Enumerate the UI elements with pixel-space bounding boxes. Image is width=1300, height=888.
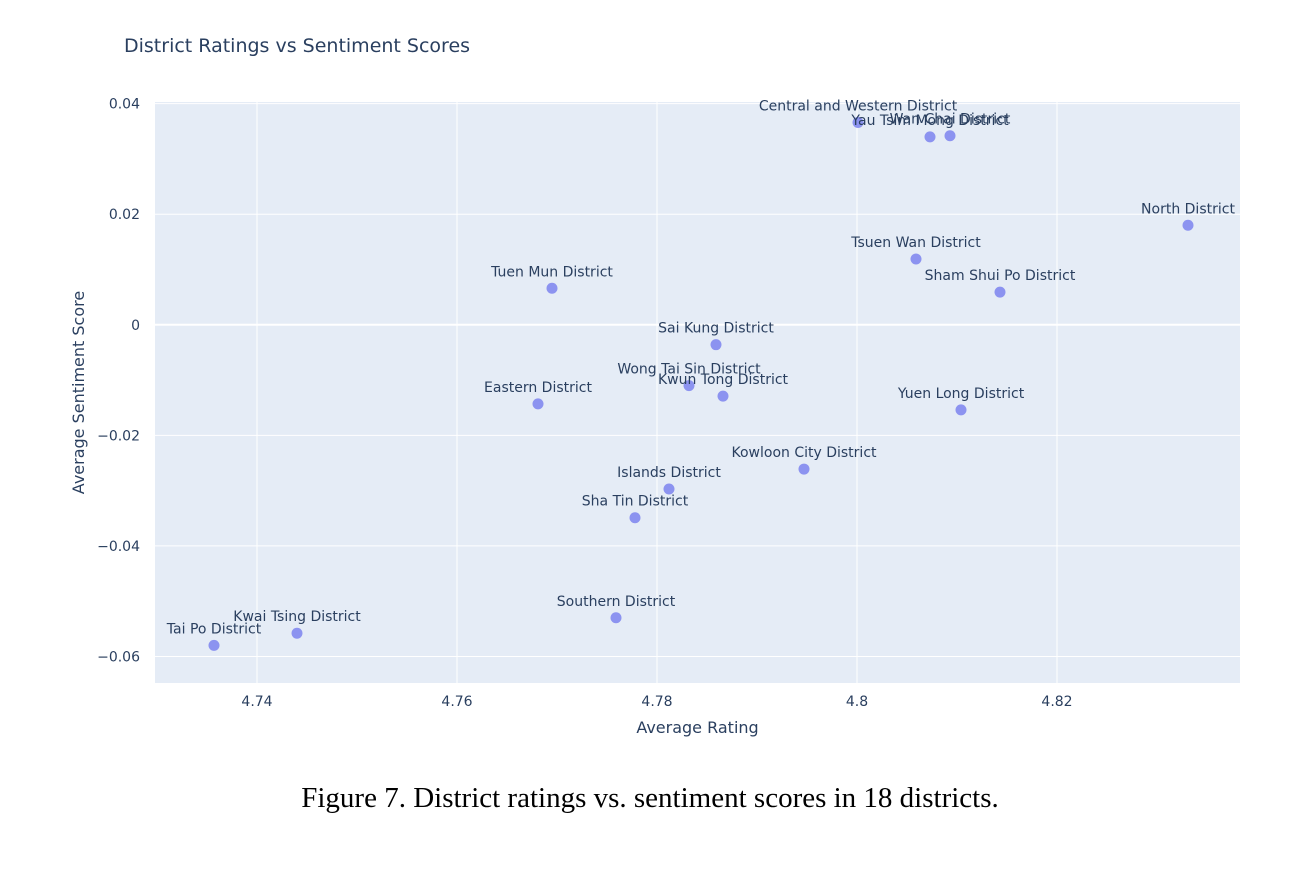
x-tick-label: 4.74 [241, 694, 272, 710]
plot-area [155, 102, 1240, 683]
data-label: Yau Tsim Mong District [850, 113, 1009, 129]
data-label: Tai Po District [166, 621, 262, 637]
data-label: Tsuen Wan District [850, 235, 981, 251]
data-point[interactable] [710, 339, 722, 351]
y-axis-title: Average Sentiment Score [69, 291, 88, 494]
y-tick-label: 0.04 [109, 97, 140, 113]
tick-labels: 4.74 4.76 4.78 4.8 4.82 0.04 0.02 0 −0.02 −0.04 −0… [97, 97, 1072, 710]
data-label: Kowloon City District [731, 445, 877, 461]
data-point[interactable] [994, 286, 1006, 298]
data-point[interactable] [208, 639, 220, 651]
data-label: North District [1141, 201, 1235, 217]
data-label: Tuen Mun District [490, 264, 613, 280]
data-label: Wong Tai Sin District [617, 362, 761, 378]
chart-title: District Ratings vs Sentiment Scores [124, 35, 470, 57]
data-label: Kwai Tsing District [233, 609, 361, 625]
data-label: Sai Kung District [658, 321, 774, 337]
data-points [208, 116, 1194, 651]
data-point[interactable] [798, 463, 810, 475]
data-label: Eastern District [484, 380, 592, 396]
data-point[interactable] [546, 282, 558, 294]
x-axis-title: Average Rating [636, 718, 758, 737]
data-label: Kwun Tong District [658, 372, 789, 388]
data-point[interactable] [291, 627, 303, 639]
grid-lines [155, 102, 1240, 683]
data-point[interactable] [852, 116, 864, 128]
data-point[interactable] [1182, 219, 1194, 231]
data-point[interactable] [924, 131, 936, 143]
y-tick-label: −0.02 [97, 428, 140, 444]
data-label: Central and Western District [759, 98, 958, 114]
data-point[interactable] [629, 512, 641, 524]
data-point[interactable] [717, 390, 729, 402]
data-point[interactable] [663, 483, 675, 495]
y-tick-label: 0.02 [109, 207, 140, 223]
data-point[interactable] [610, 612, 622, 624]
data-label: Sham Shui Po District [925, 268, 1076, 284]
x-tick-label: 4.8 [846, 694, 868, 710]
data-point[interactable] [532, 398, 544, 410]
data-point[interactable] [955, 404, 967, 416]
y-tick-label: 0 [131, 318, 140, 334]
x-tick-label: 4.82 [1041, 694, 1072, 710]
data-label: Yuen Long District [897, 386, 1025, 402]
data-point[interactable] [944, 130, 956, 142]
figure-caption: Figure 7. District ratings vs. sentiment… [301, 782, 999, 814]
data-point[interactable] [683, 380, 695, 392]
data-label: Wan Chai District [890, 112, 1011, 128]
x-tick-label: 4.78 [641, 694, 672, 710]
data-label: Sha Tin District [582, 494, 689, 510]
x-tick-label: 4.76 [441, 694, 472, 710]
scatter-chart: District Ratings vs Sentiment Scores 4.7… [69, 35, 1240, 737]
y-tick-label: −0.06 [97, 649, 140, 665]
data-label: Southern District [557, 594, 676, 610]
data-label: Islands District [617, 465, 721, 481]
data-point[interactable] [910, 253, 922, 265]
y-tick-label: −0.04 [97, 539, 140, 555]
